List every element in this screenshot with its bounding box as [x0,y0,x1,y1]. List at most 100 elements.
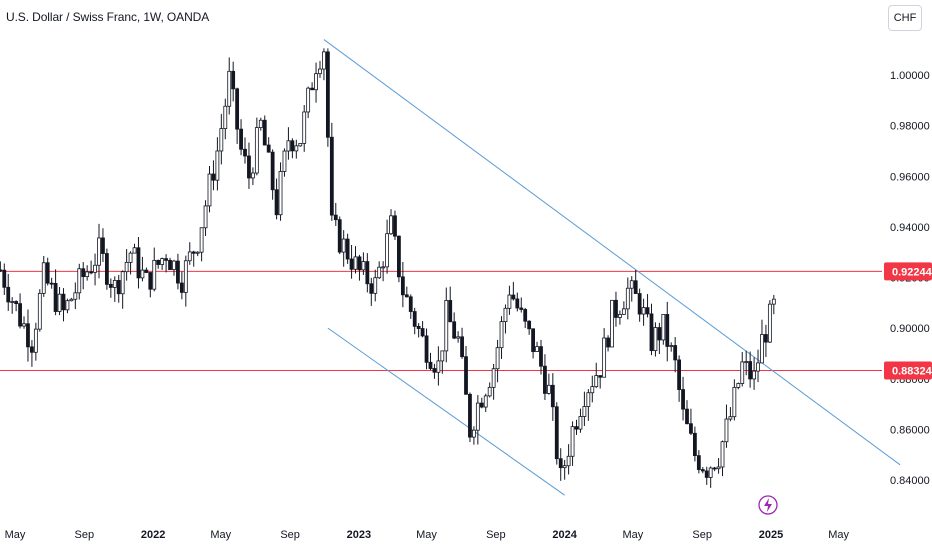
candle-body [148,272,153,290]
lightning-icon[interactable] [758,495,778,515]
candle [49,277,54,289]
candle-body [637,293,642,315]
candle [104,248,109,290]
candle [590,375,595,403]
candle [625,277,630,320]
candle-body [491,368,496,388]
candle-body [621,308,626,315]
candle-body [89,271,94,274]
candle-body [389,215,393,235]
candle-body [641,307,646,315]
candle-body [511,294,516,300]
candle-body [278,171,283,216]
candle-body [254,127,259,174]
candle-body [464,356,468,395]
candle-body [140,269,145,279]
level-tags: 0.92244 0.88324 [884,262,932,380]
candle [41,255,46,297]
candle [578,408,583,433]
candle-body [164,258,168,261]
candle [14,300,19,312]
candle-body [6,286,11,303]
candle-body [381,266,386,269]
candle-body [223,105,228,129]
candle [704,466,709,485]
x-tick-label-0: May [5,529,26,541]
candle-body [578,416,583,430]
candle [26,309,30,362]
candle [144,267,149,274]
candle [322,48,326,81]
candle-body [444,300,449,352]
candle [156,259,161,269]
candle [760,319,764,364]
candle-body [408,296,413,312]
candle-body [286,140,291,152]
candle-body [112,280,117,288]
price-axis[interactable]: 0.840000.860000.880000.900000.920000.940… [890,70,930,487]
candle [515,292,520,312]
candle-body [436,360,441,373]
x-tick-label-4: Sep [280,529,300,541]
candle-body [527,320,532,330]
candle-body [503,307,508,323]
candle [665,301,670,362]
candle-body [97,237,101,266]
candle [546,373,551,395]
candle-body [266,144,271,153]
candle-body [361,261,366,271]
candle-body [353,256,358,270]
trendline-1[interactable] [327,327,565,496]
candle [649,303,654,356]
candle [381,261,386,282]
candle [18,293,22,329]
candle-body [49,282,54,285]
trendline-0[interactable] [323,39,901,466]
candle-body [562,465,567,469]
candle-body [215,150,220,181]
chart-title: U.S. Dollar / Swiss Franc, 1W, OANDA [6,10,210,24]
time-axis[interactable]: May Sep 2022 May Sep 2023 May Sep 2024 May Sep 2025… [5,529,850,541]
candle-body [558,458,563,469]
candle [598,375,603,389]
candle [274,178,279,220]
candle-body [594,375,599,388]
candle-body [531,328,535,352]
candle [93,253,97,286]
candle-body [487,386,492,397]
candle [81,262,86,290]
candle [479,397,484,409]
candle [566,444,571,475]
candle [140,256,145,282]
event-marker[interactable] [758,495,778,515]
candle [227,57,232,115]
candle [290,138,295,159]
candle [586,389,591,421]
candle-body [420,328,425,337]
candle-body [207,173,212,207]
candle-body [610,299,614,348]
currency-button[interactable]: CHF [888,5,922,31]
trendlines[interactable] [323,39,901,496]
candle-body [191,251,196,254]
candle [385,219,389,274]
candle-body [73,292,78,300]
candle-body [179,282,184,293]
candle-body [37,292,42,330]
candle [511,281,516,301]
candle [618,310,622,325]
candle-body [657,327,662,341]
candle-body [168,259,172,270]
level-tag-label-1: 0.88324 [892,366,932,378]
candle-body [689,423,693,434]
candle-body [700,469,705,472]
candle [460,327,464,359]
candle [77,263,82,300]
candle [629,276,634,302]
candle-body [203,205,208,229]
candle-body [748,361,753,380]
candle-body [104,253,109,285]
candle-body [669,345,674,347]
candle-body [124,261,129,273]
